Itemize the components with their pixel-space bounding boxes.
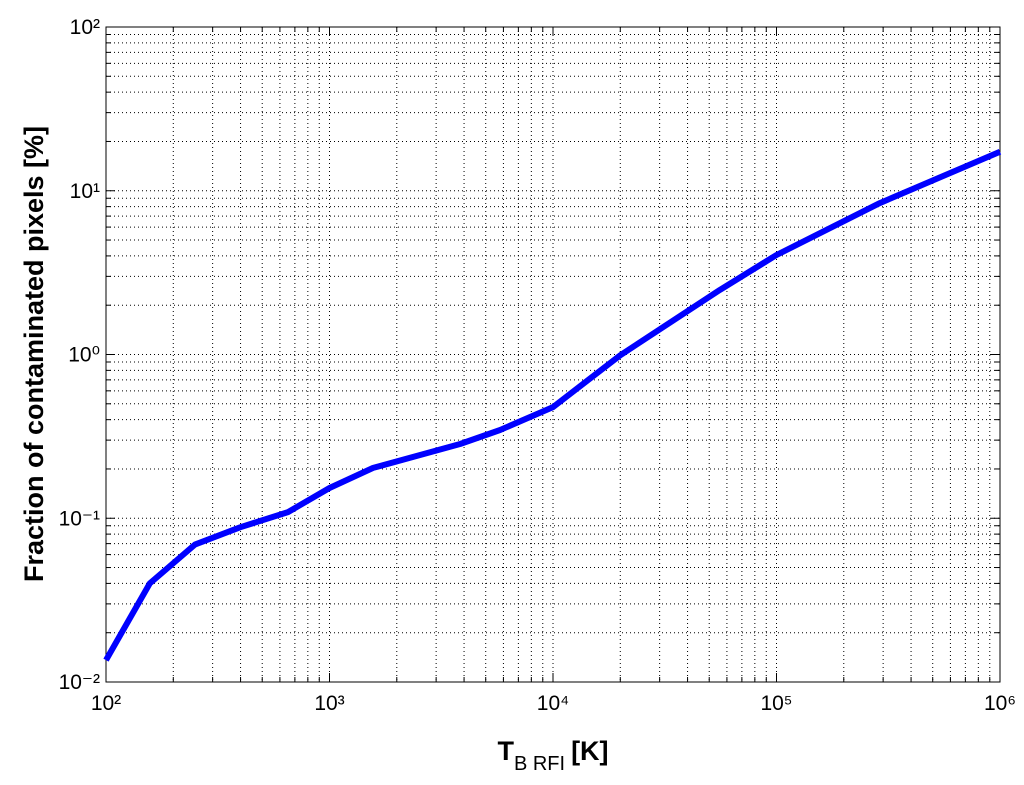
x-label-main: T (497, 736, 514, 766)
y-tick-label: 10⁻² (59, 671, 100, 694)
y-tick-label: 10¹ (70, 180, 100, 203)
x-tick-label: 10⁶ (984, 692, 1016, 715)
x-tick-label: 10³ (314, 692, 344, 715)
y-tick-label: 10² (70, 16, 100, 39)
x-tick-label: 10⁴ (537, 692, 569, 715)
y-axis-label: Fraction of contaminated pixels [%] (19, 126, 49, 582)
x-label-sub: B RFI (514, 753, 565, 775)
y-tick-label: 10⁻¹ (59, 507, 100, 530)
x-axis-label: TB RFI [K] (497, 736, 608, 775)
x-tick-label: 10² (91, 692, 121, 715)
plot-frame (105, 26, 1001, 683)
data-line (103, 149, 1002, 662)
y-tick-label: 10⁰ (68, 344, 100, 367)
x-label-unit: [K] (571, 736, 608, 766)
x-tick-label: 10⁵ (760, 692, 792, 715)
